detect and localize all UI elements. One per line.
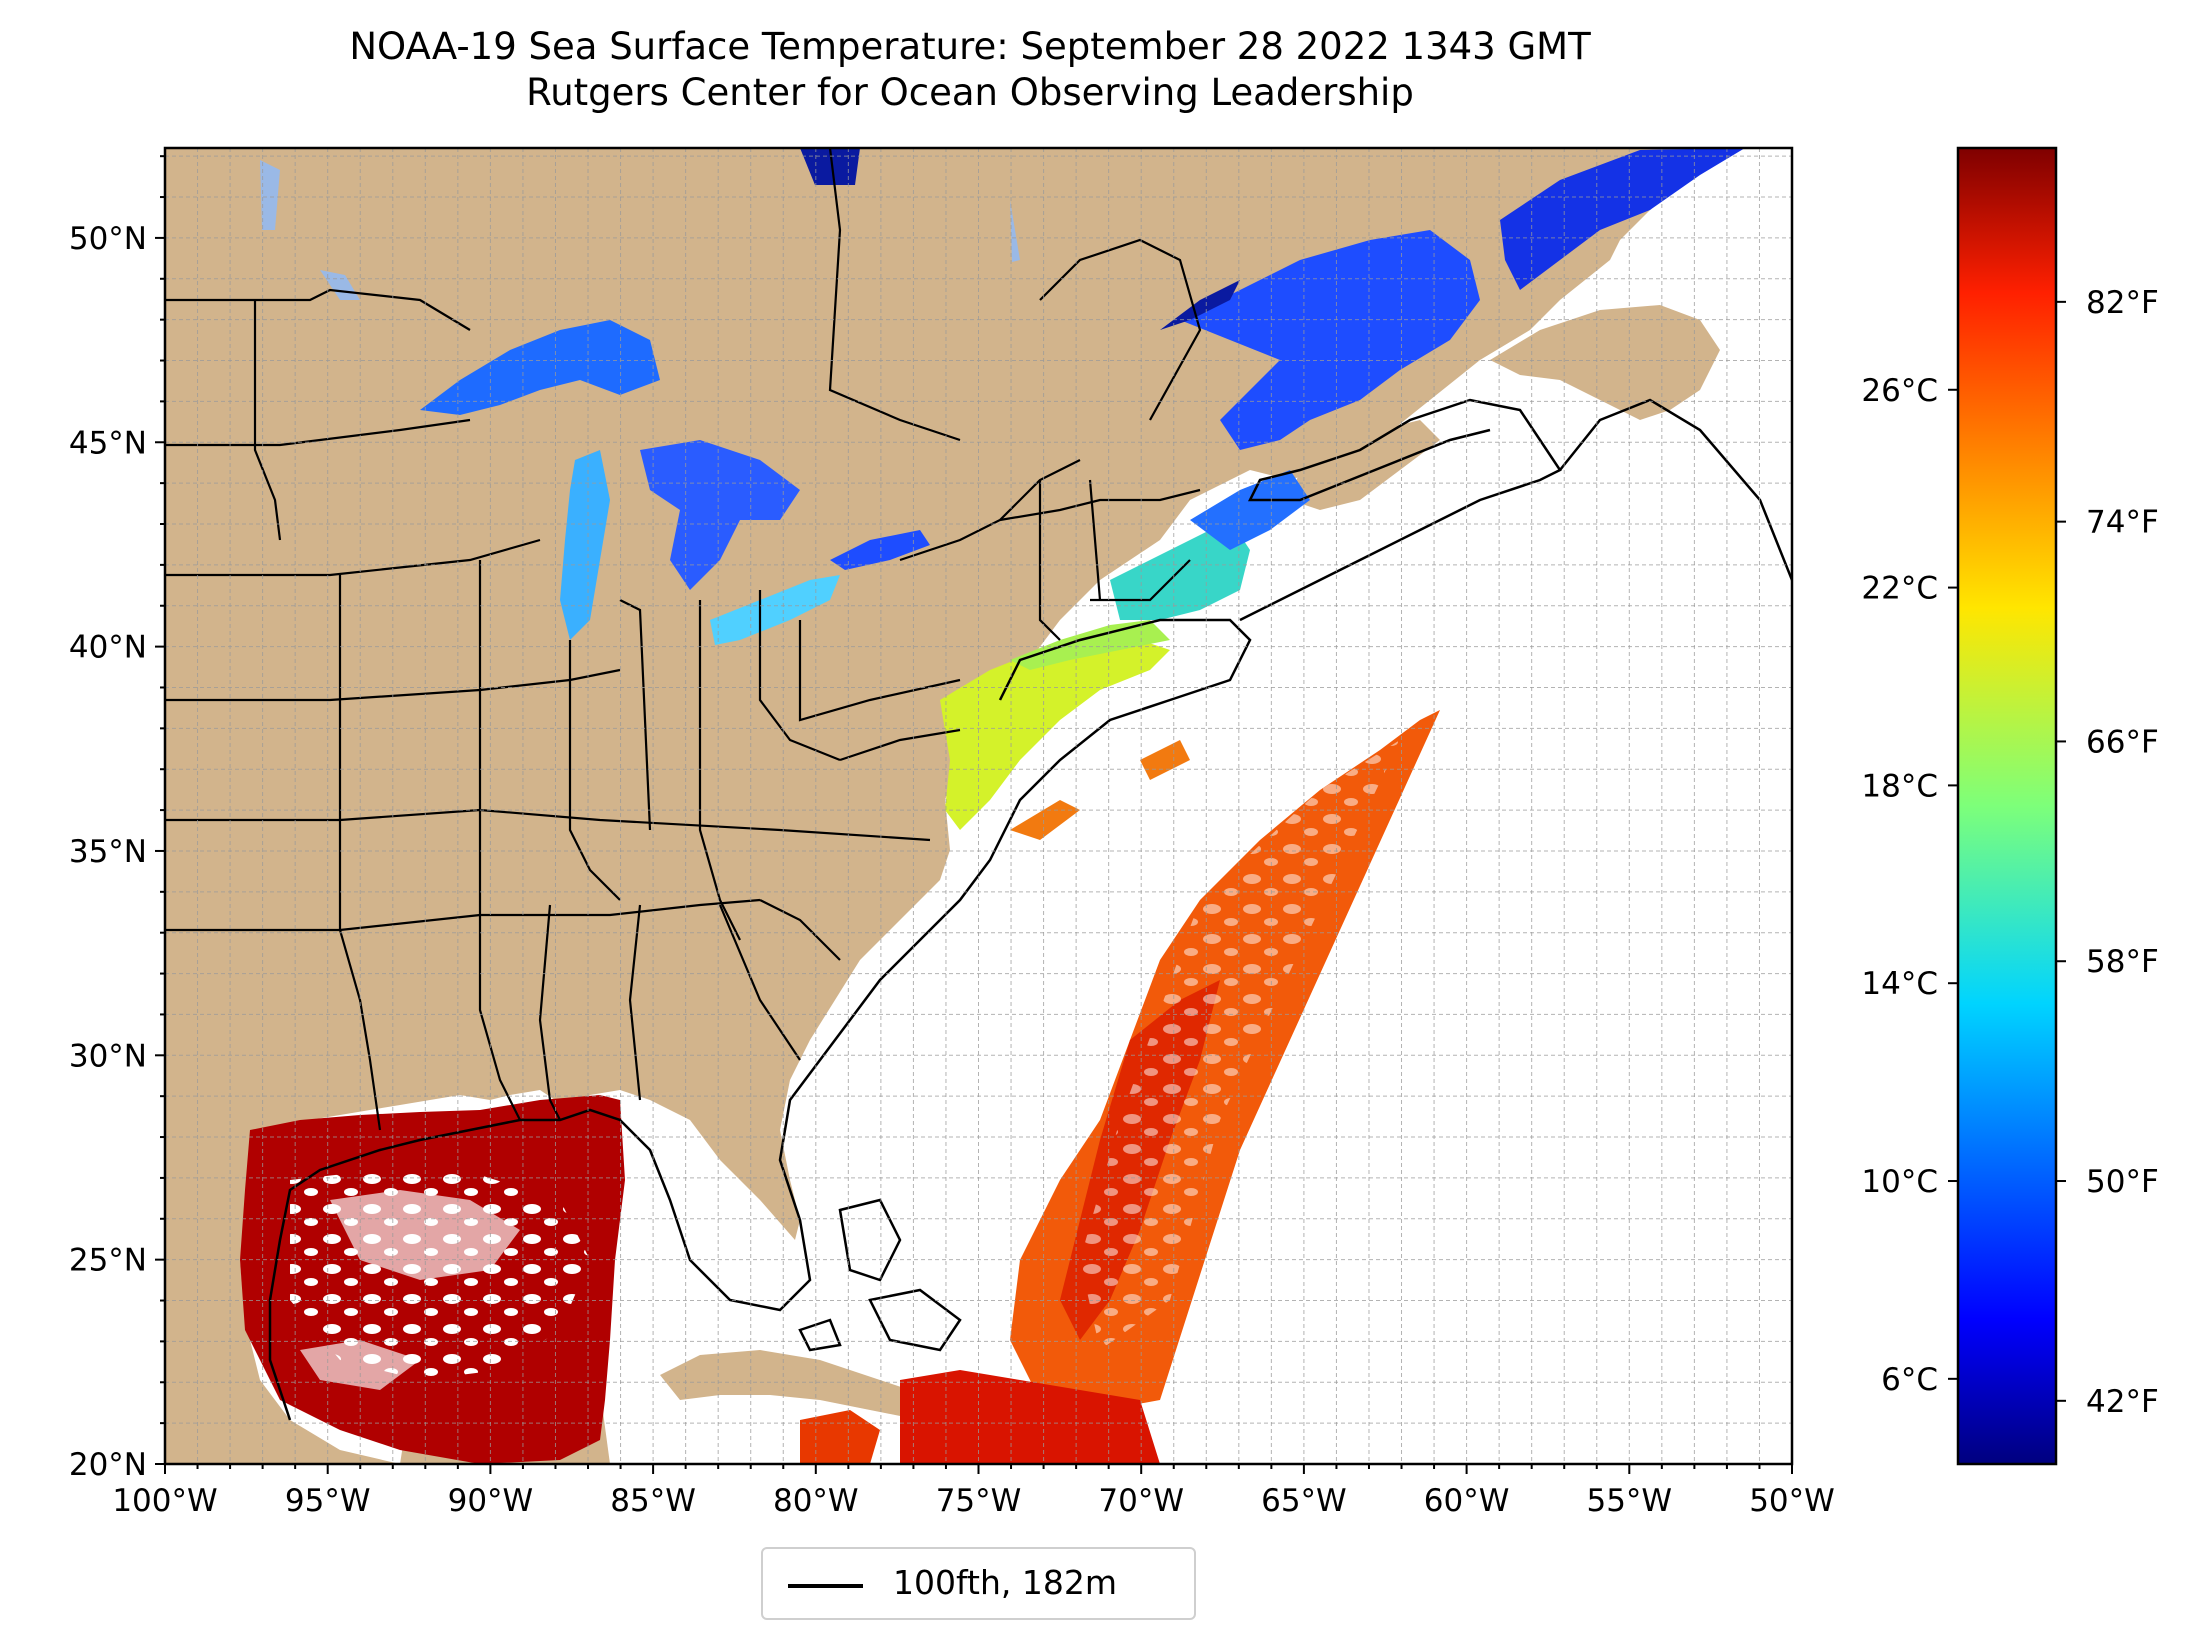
lake-superior	[420, 320, 660, 415]
lon-tick-label: 70°W	[1098, 1483, 1184, 1519]
lat-tick-label: 45°N	[69, 425, 147, 461]
sst-new-england-shelf	[1010, 620, 1170, 670]
colorbar-c-label: 14°C	[1861, 966, 1938, 1002]
sst-gulf-clouds-2	[300, 1190, 520, 1390]
lon-tick-label: 60°W	[1424, 1483, 1510, 1519]
lon-tick-label: 50°W	[1749, 1483, 1835, 1519]
colorbar-c-label: 26°C	[1861, 373, 1938, 409]
sst-scotian-shelf	[1190, 470, 1310, 550]
colorbar-f-label: 58°F	[2086, 944, 2159, 980]
land-cuba	[660, 1350, 960, 1420]
lon-tick-label: 90°W	[448, 1483, 534, 1519]
lon-tick-label: 100°W	[112, 1483, 217, 1519]
colorbar-c-label: 22°C	[1861, 571, 1938, 607]
lake-huron	[640, 440, 800, 590]
colorbar-c-label: 6°C	[1881, 1362, 1938, 1398]
lat-tick-label: 40°N	[69, 630, 147, 666]
lat-tick-label: 50°N	[69, 221, 147, 257]
lake-michigan	[560, 450, 610, 640]
lon-tick-label: 85°W	[610, 1483, 696, 1519]
lake-ontario	[830, 530, 930, 570]
lon-tick-label: 80°W	[773, 1483, 859, 1519]
sst-st-lawrence-estuary	[800, 148, 1240, 330]
colorbar-f-label: 42°F	[2086, 1384, 2159, 1420]
map-gridlines	[165, 148, 1792, 1464]
lon-tick-label: 55°W	[1586, 1483, 1672, 1519]
political-borders	[165, 148, 1202, 1131]
lon-tick-label: 75°W	[936, 1483, 1022, 1519]
colorbar-c-label: 18°C	[1861, 768, 1938, 804]
legend-box: 100fth, 182m	[761, 1547, 1196, 1620]
sst-labrador-sea	[1500, 148, 1745, 290]
lake-erie	[710, 575, 840, 645]
colorbar-f-label: 74°F	[2086, 505, 2159, 541]
colorbar-f-label: 82°F	[2086, 285, 2159, 321]
colorbar-c-label: 10°C	[1861, 1164, 1938, 1200]
title-line-1: NOAA-19 Sea Surface Temperature: Septemb…	[349, 25, 1591, 68]
lat-tick-label: 20°N	[69, 1447, 147, 1483]
sst-gulf-st-lawrence	[1180, 230, 1480, 450]
land-north-america	[165, 148, 1745, 1464]
lake-winnipeg-patches	[260, 160, 1020, 300]
lon-tick-label: 65°W	[1261, 1483, 1347, 1519]
legend-line-swatch	[788, 1584, 863, 1588]
longitude-axis: 100°W 95°W 90°W 85°W 80°W 75°W 70°W 65°W 60°W 55°…	[112, 1464, 1835, 1519]
land-newfoundland	[1490, 305, 1720, 420]
colorbar-celsius-axis: 6°C 10°C 14°C 18°C 22°C 26°C	[1861, 373, 1958, 1398]
lat-tick-label: 30°N	[69, 1038, 147, 1074]
colorbar-f-label: 50°F	[2086, 1164, 2159, 1200]
colorbar-fahrenheit-axis: 42°F 50°F 58°F 66°F 74°F 82°F	[2056, 285, 2159, 1420]
lon-tick-label: 95°W	[285, 1483, 371, 1519]
chart-title: NOAA-19 Sea Surface Temperature: Septemb…	[0, 24, 1940, 116]
sst-mid-atlantic-shelf	[940, 640, 1170, 830]
sst-atlantic-swath-clouds	[1080, 740, 1400, 1350]
land-nova-scotia	[1290, 420, 1440, 510]
lat-tick-label: 35°N	[69, 834, 147, 870]
sst-atlantic-fragments	[1010, 740, 1190, 840]
lat-tick-label: 25°N	[69, 1243, 147, 1279]
colorbar-gradient	[1956, 146, 2058, 1466]
colorbar-f-label: 66°F	[2086, 724, 2159, 760]
sst-caribbean	[900, 1370, 1160, 1464]
latitude-axis: 20°N 25°N 30°N 35°N 40°N 45°N 50°N	[69, 155, 165, 1483]
isobath-100fth	[268, 618, 1252, 1421]
legend-label: 100fth, 182m	[893, 1563, 1117, 1602]
title-line-2: Rutgers Center for Ocean Observing Leade…	[526, 71, 1414, 114]
